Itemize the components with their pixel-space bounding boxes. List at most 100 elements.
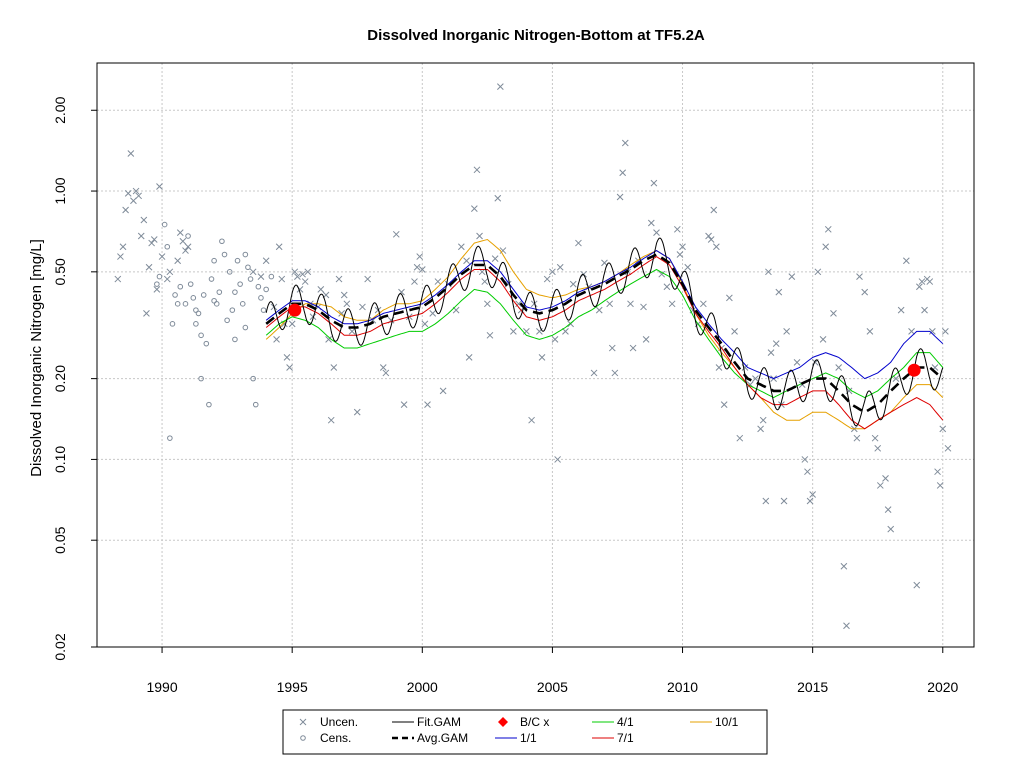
uncensored-point-stroke [772,340,780,348]
censored-point [213,301,220,307]
legend-item: 4/1 [592,715,634,729]
uncensored-point [484,300,491,308]
censored-point [263,286,269,293]
uncensored-point-stroke [491,255,499,262]
uncensored-point-stroke [338,310,345,317]
legend-label: B/C x [520,715,549,729]
uncensored-point-stroke [752,375,759,382]
uncensored-point-stroke [543,275,551,283]
uncensored-point-stroke [288,320,296,328]
uncensored-point-stroke [286,364,293,371]
uncensored-point [892,375,900,382]
uncensored-point [273,336,280,343]
uncensored-point-stroke [304,268,312,276]
uncensored-point [835,364,843,371]
uncensored-point-stroke [416,253,424,260]
uncensored-point-stroke [942,328,949,335]
censored-point [200,292,207,298]
uncensored-point-stroke [929,328,936,335]
uncensored-point [510,328,517,335]
censored-point [224,317,230,324]
uncensored-point-stroke [148,239,156,247]
uncensored-point [699,300,707,308]
uncensored-point-stroke [840,562,848,570]
uncensored-point-stroke [595,306,603,314]
uncensored-point-stroke [793,358,801,366]
uncensored-point [528,416,535,424]
uncensored-point-stroke [673,225,681,233]
uncensored-point-stroke [481,278,489,285]
uncensored-point [463,257,470,265]
uncensored-point-stroke [117,253,124,260]
legend-item: 10/1 [690,715,739,729]
uncensored-point-stroke [616,193,624,201]
uncensored-point [158,253,166,260]
uncensored-point-stroke [741,364,749,371]
uncensored-point-stroke [291,268,299,276]
uncensored-point [515,300,522,308]
uncensored-point-stroke [913,581,921,589]
uncensored-point [653,229,660,236]
uncensored-point-stroke [182,247,189,254]
censored-point [232,289,238,295]
uncensored-point-stroke [710,206,718,214]
uncensored-point-stroke [629,344,637,352]
uncensored-point [481,278,489,285]
uncensored-point [166,268,174,276]
uncensored-point-stroke [343,300,351,308]
censored-point [242,251,249,258]
x-tick-label: 2010 [667,679,698,695]
uncensored-point [335,275,343,283]
uncensored-point [330,364,338,371]
uncensored-point [736,434,744,442]
uncensored-point-stroke [283,354,291,361]
uncensored-point-stroke [392,230,400,238]
censored-point [211,297,217,304]
uncensored-point-stroke [767,349,775,356]
uncensored-point [640,303,647,311]
uncensored-point [934,468,941,476]
uncensored-point [470,205,478,212]
uncensored-point [759,416,767,424]
uncensored-point [713,243,720,251]
censored-point [169,321,176,327]
uncensored-point-stroke [130,197,137,205]
uncensored-point [299,270,306,278]
uncensored-point [629,344,637,352]
uncensored-point [562,328,569,335]
uncensored-point-stroke [348,328,356,335]
uncensored-point-stroke [418,266,426,273]
uncensored-point-stroke [400,401,408,408]
censored-point [234,257,241,264]
uncensored-point-stroke [424,401,431,408]
uncensored-point [122,206,129,214]
uncensored-point-stroke [780,497,788,505]
uncensored-point [119,243,127,251]
uncensored-point [257,273,265,280]
bc-marker [907,363,921,377]
uncensored-point [114,275,122,283]
uncensored-point [580,270,587,278]
legend-label: Avg.GAM [417,731,468,745]
uncensored-point [327,416,335,424]
uncensored-point [611,369,619,377]
uncensored-point-stroke [499,247,507,254]
uncensored-point-stroke [439,387,447,395]
uncensored-point-stroke [668,300,676,308]
uncensored-point-stroke [679,243,686,251]
uncensored-point-stroke [640,303,647,311]
uncensored-point-stroke [150,236,158,243]
uncensored-point-stroke [556,263,564,271]
legend-label: Fit.GAM [417,715,461,729]
uncensored-point-stroke [411,278,418,285]
uncensored-point [710,206,718,214]
uncensored-point [400,401,408,408]
uncensored-point [124,190,132,197]
uncensored-point [705,232,712,240]
uncensored-point [275,243,283,251]
uncensored-point-stroke [137,232,145,240]
x-tick-label: 1995 [277,679,308,695]
censored-point [237,281,243,287]
uncensored-point-stroke [801,456,809,463]
uncensored-point [715,364,723,371]
